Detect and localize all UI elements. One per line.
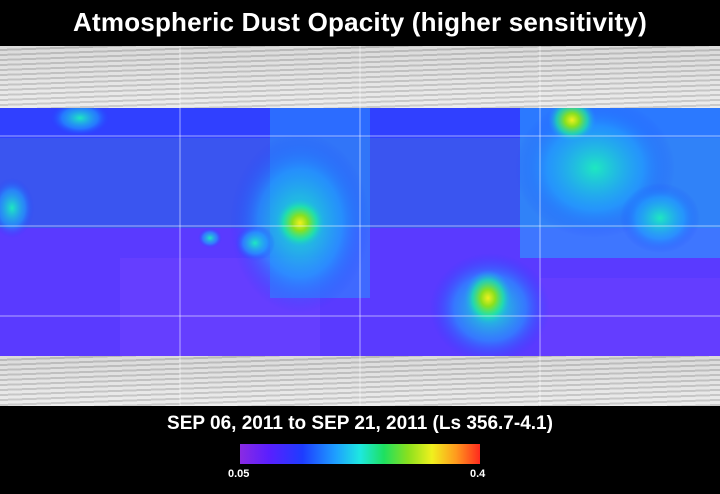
date-range-label: SEP 06, 2011 to SEP 21, 2011 (Ls 356.7-4… (167, 413, 553, 434)
dust-opacity-layer (0, 108, 720, 356)
south-polar-region (0, 356, 720, 406)
colorbar-min-label: 0.05 (228, 468, 250, 480)
opacity-colorbar (240, 444, 480, 464)
colorbar-max-label: 0.4 (470, 468, 486, 480)
map-title: Atmospheric Dust Opacity (higher sensiti… (73, 6, 647, 37)
mars-dust-map (0, 46, 720, 406)
north-polar-region (0, 46, 720, 108)
